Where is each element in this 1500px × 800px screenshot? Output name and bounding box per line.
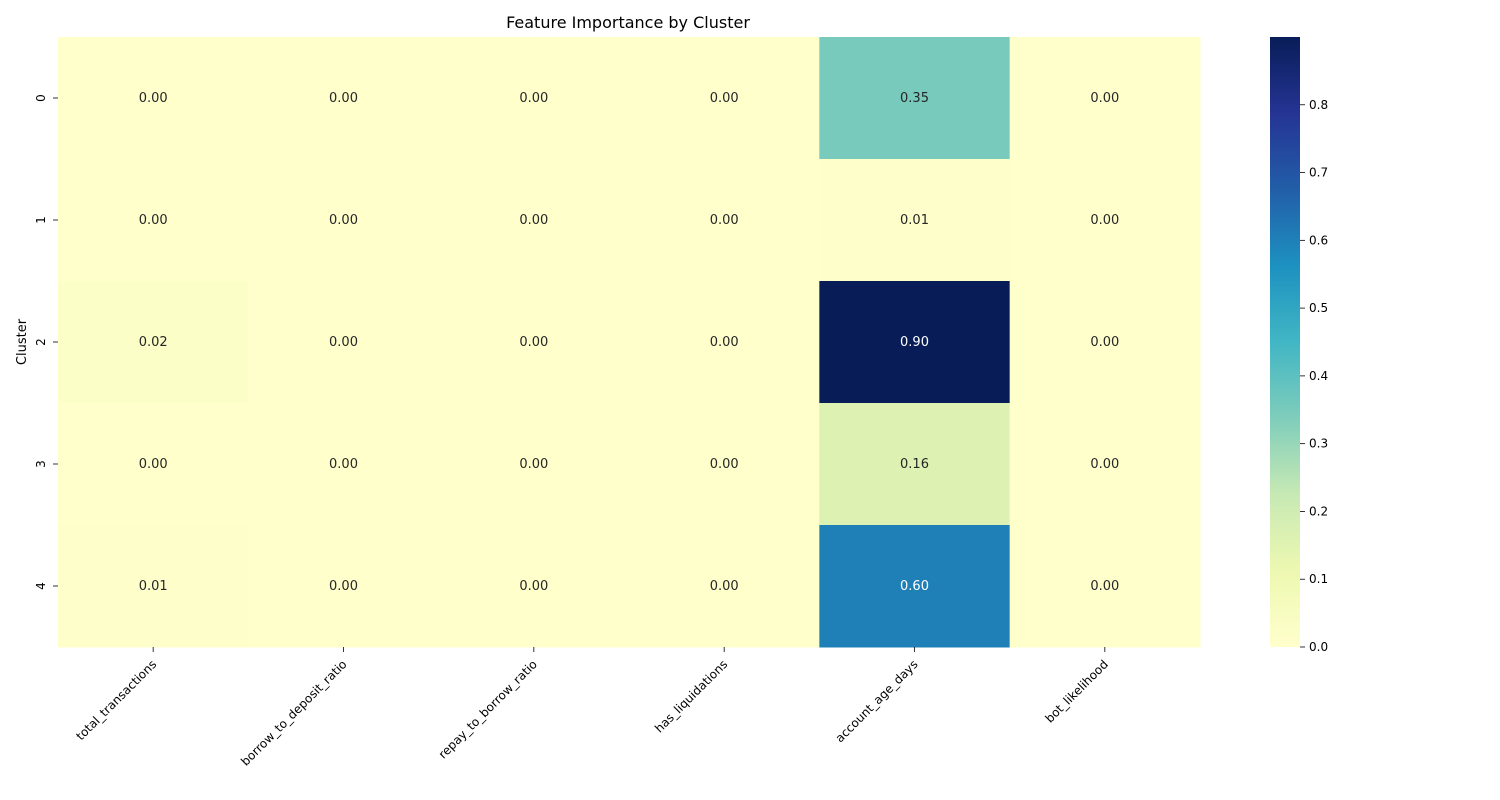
colorbar-tick-label: 0.0 [1309,640,1328,654]
heatmap-cell [438,403,630,526]
heatmap-cell [629,159,820,282]
chart-title: Feature Importance by Cluster [506,13,750,32]
heatmap-cell [629,37,820,160]
cell-value-label: 0.00 [329,91,358,106]
cell-value-label: 0.00 [1090,213,1119,228]
y-tick-label: 0 [34,94,48,102]
cell-value-label: 0.01 [900,213,929,228]
cell-value-label: 0.00 [139,91,168,106]
cell-value-label: 0.00 [710,91,739,106]
x-tick-label: total_transactions [73,657,159,743]
cell-value-label: 0.00 [1090,457,1119,472]
cell-value-label: 0.00 [519,579,548,594]
y-tick-label: 4 [34,582,48,590]
cell-value-label: 0.00 [329,579,358,594]
cell-value-label: 0.00 [710,457,739,472]
heatmap-cell [58,403,249,526]
cell-value-label: 0.00 [710,579,739,594]
cell-value-label: 0.00 [1090,579,1119,594]
cell-value-label: 0.00 [329,457,358,472]
colorbar-tick-label: 0.5 [1309,301,1328,315]
cell-value-label: 0.00 [519,457,548,472]
x-tick-label: account_age_days [833,657,921,745]
cell-value-label: 0.00 [519,335,548,350]
heatmap-cell [438,37,630,160]
y-tick-label: 3 [34,460,48,468]
heatmap-cell [629,281,820,404]
cell-value-label: 0.00 [139,457,168,472]
colorbar-tick-label: 0.6 [1309,233,1328,247]
colorbar [1270,37,1300,647]
heatmap-cell [58,37,249,160]
heatmap-cells [58,37,1201,648]
heatmap-cell [438,159,630,282]
y-axis-ticks: 0 1 2 3 4 [34,94,58,590]
cell-value-label: 0.16 [900,457,929,472]
heatmap-cell [819,525,1011,648]
heatmap-cell [1009,159,1201,282]
cell-value-label: 0.02 [139,335,168,350]
heatmap-cell [248,159,440,282]
colorbar-tick-label: 0.8 [1309,98,1328,112]
cell-value-label: 0.00 [329,213,358,228]
heatmap-cell [1009,403,1201,526]
cell-value-label: 0.00 [710,213,739,228]
heatmap-cell [248,281,440,404]
cell-value-label: 0.60 [900,579,929,594]
colorbar-tick-label: 0.7 [1309,166,1328,180]
cell-value-label: 0.00 [1090,91,1119,106]
colorbar-tick-label: 0.1 [1309,572,1328,586]
x-tick-label: bot_likelihood [1042,657,1110,725]
heatmap-cell [1009,525,1201,648]
heatmap-cell [629,525,820,648]
heatmap-cell [58,159,249,282]
y-axis-label: Cluster [15,318,30,365]
heatmap-cell [1009,281,1201,404]
cell-value-label: 0.00 [329,335,358,350]
heatmap-cell-labels: 0.00 0.00 0.00 0.00 0.35 0.00 0.00 0.00 0.00 0.00… [139,91,1120,594]
heatmap-cell [819,403,1011,526]
heatmap-cell [819,159,1011,282]
x-tick-label: has_liquidations [652,657,730,735]
x-axis-ticks: total_transactions borrow_to_deposit_rati… [73,647,1111,769]
heatmap-cell [819,281,1011,404]
heatmap-cell [629,403,820,526]
cell-value-label: 0.00 [710,335,739,350]
colorbar-tick-label: 0.3 [1309,437,1328,451]
cell-value-label: 0.00 [519,91,548,106]
cell-value-label: 0.35 [900,91,929,106]
heatmap-cell [58,525,249,648]
colorbar-ticks: 0.0 0.1 0.2 0.3 0.4 0.5 0.6 0.7 0.8 [1300,98,1328,654]
cell-value-label: 0.90 [900,335,929,350]
heatmap-cell [248,37,440,160]
x-tick-label: borrow_to_deposit_ratio [238,657,349,768]
y-tick-label: 1 [34,216,48,224]
colorbar-tick-label: 0.4 [1309,369,1328,383]
y-tick-label: 2 [34,338,48,346]
heatmap-cell [819,37,1011,160]
cell-value-label: 0.00 [1090,335,1119,350]
cell-value-label: 0.00 [139,213,168,228]
colorbar-tick-label: 0.2 [1309,504,1328,518]
heatmap-cell [58,281,249,404]
heatmap-cell [438,525,630,648]
heatmap-cell [1009,37,1201,160]
x-tick-label: repay_to_borrow_ratio [436,657,540,761]
cell-value-label: 0.01 [139,579,168,594]
cell-value-label: 0.00 [519,213,548,228]
heatmap-cell [248,403,440,526]
heatmap-cell [248,525,440,648]
heatmap-cell [438,281,630,404]
